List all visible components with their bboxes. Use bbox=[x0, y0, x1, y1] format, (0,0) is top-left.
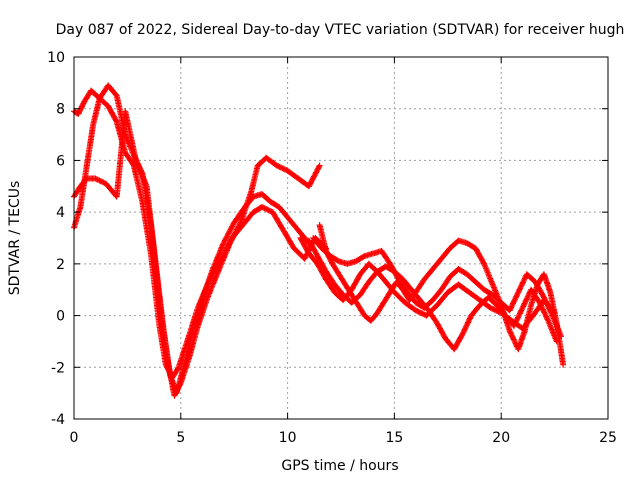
series-trace-5 bbox=[310, 235, 565, 340]
plus-markers bbox=[71, 108, 317, 397]
data-points bbox=[71, 82, 567, 399]
plot-frame bbox=[73, 56, 609, 420]
y-tick-label: 8 bbox=[56, 102, 65, 118]
axis-ticks: 0 5 10 15 20 25 -4 -2 0 2 4 6 8 10 bbox=[47, 50, 617, 446]
y-axis-label: SDTVAR / TECUs bbox=[7, 181, 23, 296]
y-tick-label: -4 bbox=[51, 412, 65, 428]
y-tick-label: 10 bbox=[47, 50, 65, 66]
x-tick-label: 25 bbox=[599, 430, 617, 446]
x-tick-label: 20 bbox=[492, 430, 510, 446]
y-tick-label: 2 bbox=[56, 257, 65, 273]
x-tick-label: 5 bbox=[176, 430, 185, 446]
x-axis-label: GPS time / hours bbox=[281, 458, 398, 474]
plus-markers bbox=[71, 82, 323, 399]
plus-markers bbox=[297, 235, 558, 332]
plus-markers bbox=[310, 235, 565, 340]
x-tick-label: 15 bbox=[385, 430, 403, 446]
series-trace-3 bbox=[71, 87, 330, 381]
y-tick-label: 4 bbox=[56, 205, 65, 221]
series-trace-7 bbox=[297, 235, 558, 332]
chart-title: Day 087 of 2022, Sidereal Day-to-day VTE… bbox=[56, 22, 625, 38]
y-tick-label: 0 bbox=[56, 309, 65, 325]
x-tick-label: 0 bbox=[70, 430, 79, 446]
plus-markers bbox=[71, 87, 330, 381]
y-tick-label: 6 bbox=[56, 153, 65, 169]
x-tick-label: 10 bbox=[279, 430, 297, 446]
series-trace-1 bbox=[71, 108, 317, 397]
series-trace-2 bbox=[71, 82, 323, 399]
y-tick-label: -2 bbox=[51, 360, 65, 376]
